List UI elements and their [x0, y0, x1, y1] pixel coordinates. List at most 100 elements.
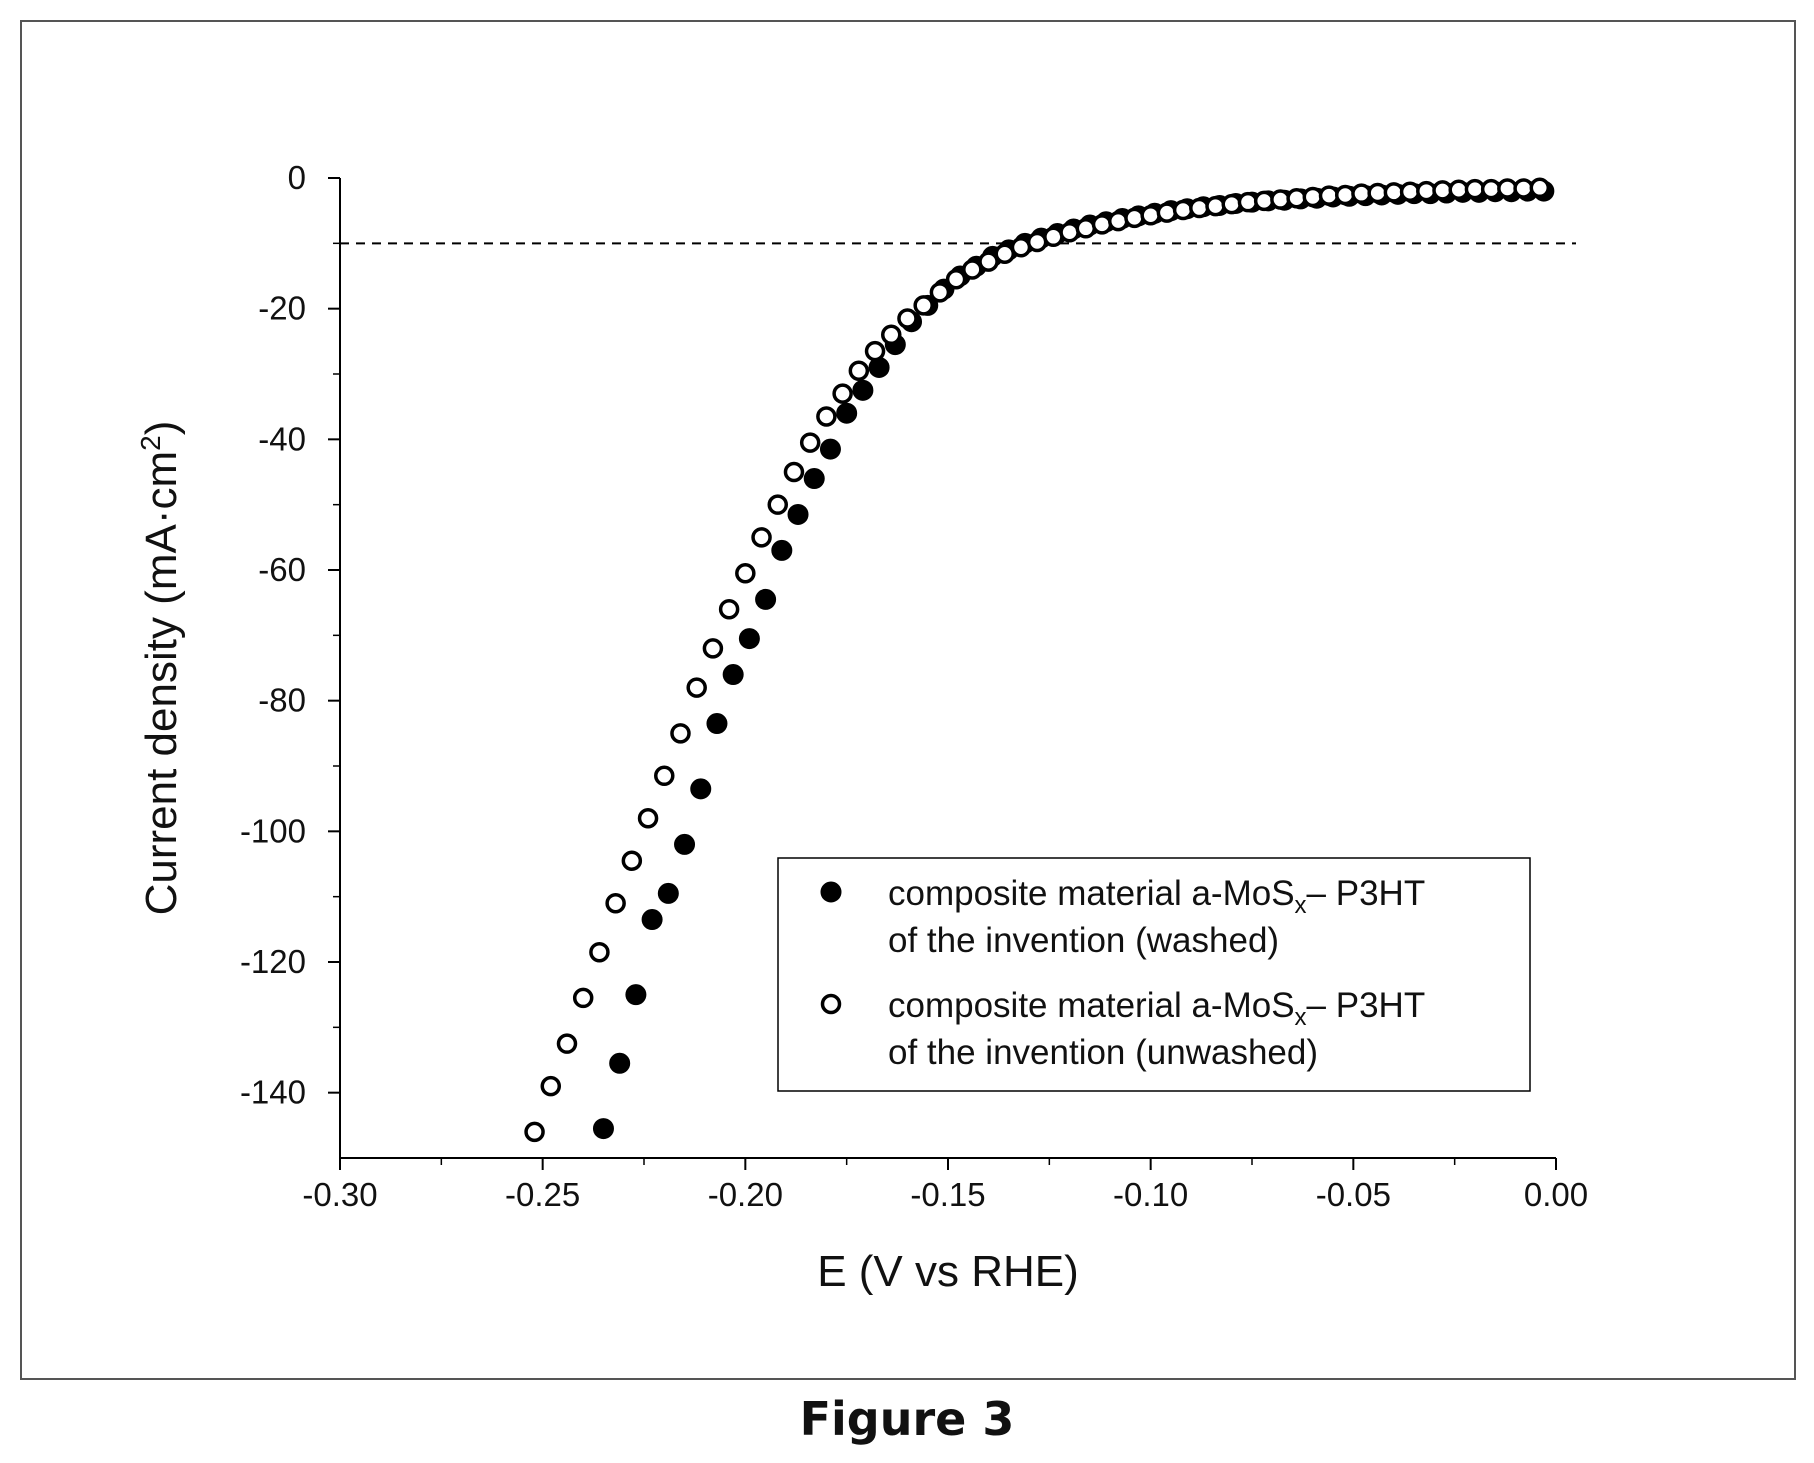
data-point-washed — [852, 379, 874, 401]
data-point-unwashed — [832, 383, 853, 404]
data-point-washed — [657, 882, 679, 904]
legend-label: composite material a-MoSx– P3HT — [888, 986, 1425, 1031]
data-point-unwashed — [1270, 189, 1291, 210]
data-point-washed — [787, 503, 809, 525]
chart: -0.30 -0.25 -0.20 -0.15 -0.10 -0.05 0.00 0 -20 -4… — [135, 159, 1588, 1296]
data-point-unwashed — [1286, 188, 1307, 209]
data-point-unwashed — [1513, 178, 1534, 199]
data-point-unwashed — [686, 677, 707, 698]
data-point-unwashed — [1010, 237, 1032, 258]
data-point-unwashed — [783, 461, 805, 483]
x-tick-label: -0.25 — [505, 1176, 580, 1213]
data-point-washed — [738, 628, 760, 650]
data-point-unwashed — [913, 295, 934, 316]
data-point-unwashed — [1043, 226, 1064, 248]
data-point-washed — [755, 588, 777, 610]
data-point-unwashed — [1383, 182, 1405, 203]
data-point-unwashed — [1334, 184, 1356, 206]
data-point-unwashed — [816, 406, 837, 427]
data-point-unwashed — [897, 308, 918, 329]
y-tick-label: -80 — [258, 682, 306, 719]
data-point-unwashed — [1253, 190, 1275, 212]
data-point-unwashed — [767, 494, 789, 515]
data-point-unwashed — [1189, 197, 1210, 219]
y-axis-label: Current density (mA·cm2) — [135, 421, 186, 916]
data-point-unwashed — [1075, 218, 1097, 239]
data-point-unwashed — [1156, 202, 1178, 223]
data-point-unwashed — [670, 723, 691, 744]
data-point-unwashed — [929, 282, 951, 303]
data-point-unwashed — [556, 1033, 578, 1054]
data-point-washed — [722, 664, 744, 686]
data-point-unwashed — [735, 563, 756, 584]
data-point-unwashed — [572, 987, 594, 1009]
data-point-unwashed — [978, 251, 999, 272]
data-point-unwashed — [864, 340, 886, 362]
data-point-unwashed — [945, 269, 967, 290]
y-tick-label: -140 — [240, 1074, 306, 1111]
x-tick-label: -0.05 — [1316, 1176, 1391, 1213]
x-tick-label: -0.30 — [302, 1176, 377, 1213]
data-point-unwashed — [524, 1121, 545, 1143]
data-point-washed — [819, 438, 841, 460]
data-point-washed — [690, 778, 712, 800]
legend-marker — [820, 881, 842, 903]
data-point-unwashed — [718, 598, 740, 620]
data-point-washed — [674, 833, 696, 855]
data-point-washed — [592, 1118, 614, 1140]
data-point-unwashed — [1107, 210, 1129, 232]
y-tick-label: -20 — [258, 290, 306, 327]
data-point-unwashed — [540, 1075, 562, 1097]
legend-label: composite material a-MoSx– P3HT — [888, 874, 1425, 919]
data-point-unwashed — [962, 259, 983, 280]
data-point-unwashed — [1464, 178, 1486, 200]
data-point-unwashed — [1399, 181, 1421, 202]
data-point-unwashed — [654, 765, 675, 787]
data-point-unwashed — [637, 808, 659, 829]
data-point-unwashed — [1416, 180, 1437, 202]
data-point-unwashed — [799, 432, 821, 453]
data-point-unwashed — [1205, 195, 1226, 217]
legend-label-line2: of the invention (washed) — [888, 921, 1279, 960]
data-point-unwashed — [1302, 186, 1324, 208]
figure-frame — [20, 20, 1796, 1380]
data-point-unwashed — [1497, 178, 1518, 199]
data-point-washed — [706, 713, 728, 735]
data-point-unwashed — [1237, 191, 1259, 213]
x-tick-label: -0.15 — [910, 1176, 985, 1213]
series-2 — [524, 177, 1551, 1143]
data-point-unwashed — [751, 527, 772, 548]
data-point-unwashed — [1026, 231, 1048, 253]
data-point-unwashed — [1059, 221, 1080, 243]
x-axis-label: E (V vs RHE) — [817, 1247, 1079, 1296]
data-point-unwashed — [1480, 178, 1502, 200]
data-point-unwashed — [589, 941, 610, 963]
legend-marker — [820, 993, 842, 1015]
x-tick-label: -0.20 — [708, 1176, 783, 1213]
data-point-unwashed — [605, 892, 626, 914]
x-tick-label: -0.10 — [1113, 1176, 1188, 1213]
data-point-unwashed — [881, 324, 902, 346]
data-point-unwashed — [1351, 183, 1372, 204]
data-point-washed — [625, 984, 647, 1006]
data-point-unwashed — [1318, 185, 1340, 206]
data-point-washed — [836, 402, 858, 424]
data-point-washed — [771, 539, 793, 561]
y-tick-label: -60 — [258, 551, 306, 588]
x-tick-label: 0.00 — [1524, 1176, 1588, 1213]
data-point-unwashed — [1529, 177, 1551, 199]
data-point-unwashed — [994, 243, 1015, 265]
data-point-unwashed — [1124, 207, 1145, 229]
legend-label-line2: of the invention (unwashed) — [888, 1033, 1318, 1072]
legend-box — [777, 857, 1531, 1092]
data-point-washed — [803, 468, 825, 490]
data-point-unwashed — [1367, 182, 1388, 204]
data-point-washed — [609, 1052, 631, 1074]
y-tick-label: -100 — [240, 812, 306, 849]
data-point-unwashed — [621, 850, 643, 871]
data-point-unwashed — [1221, 193, 1242, 215]
data-point-unwashed — [702, 638, 724, 659]
y-tick-label: -120 — [240, 943, 306, 980]
data-point-unwashed — [1172, 199, 1194, 221]
